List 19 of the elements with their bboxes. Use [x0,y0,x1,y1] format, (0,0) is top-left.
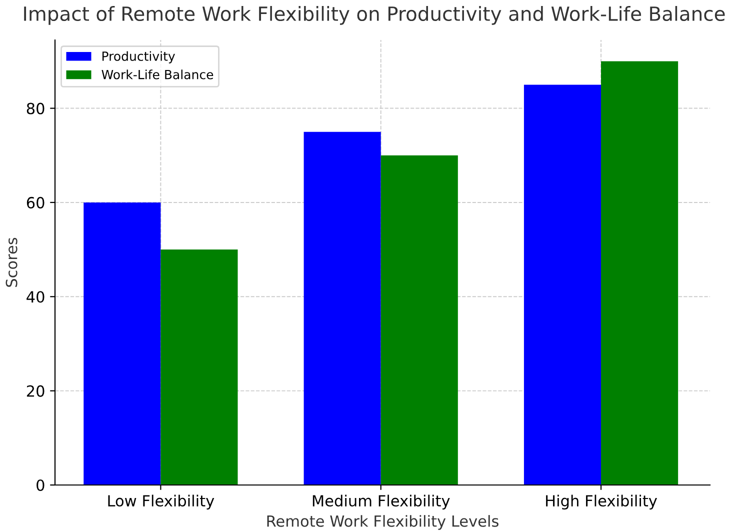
y-tick-label: 80 [26,102,44,114]
x-tick-label: Low Flexibility [108,494,214,510]
chart-title: Impact of Remote Work Flexibility on Productivity and Work-Life Balance [24,6,725,25]
y-tick-label: 20 [26,385,44,397]
bar [304,132,381,485]
bar [524,84,602,485]
y-tick-label: 60 [26,196,44,208]
x-axis-title: Remote Work Flexibility Levels [267,515,498,530]
x-tick-label: High Flexibility [546,494,658,510]
bar [84,202,161,485]
legend-label: Work-Life Balance [102,70,214,80]
legend-label: Productivity [102,51,175,64]
y-axis-title: Scores [6,238,18,287]
y-tick-label: 0 [36,479,44,492]
y-tick-label: 40 [26,291,44,303]
bar [601,61,678,485]
x-tick-label: Medium Flexibility [312,494,450,510]
bar [160,250,238,485]
bar [380,155,458,485]
